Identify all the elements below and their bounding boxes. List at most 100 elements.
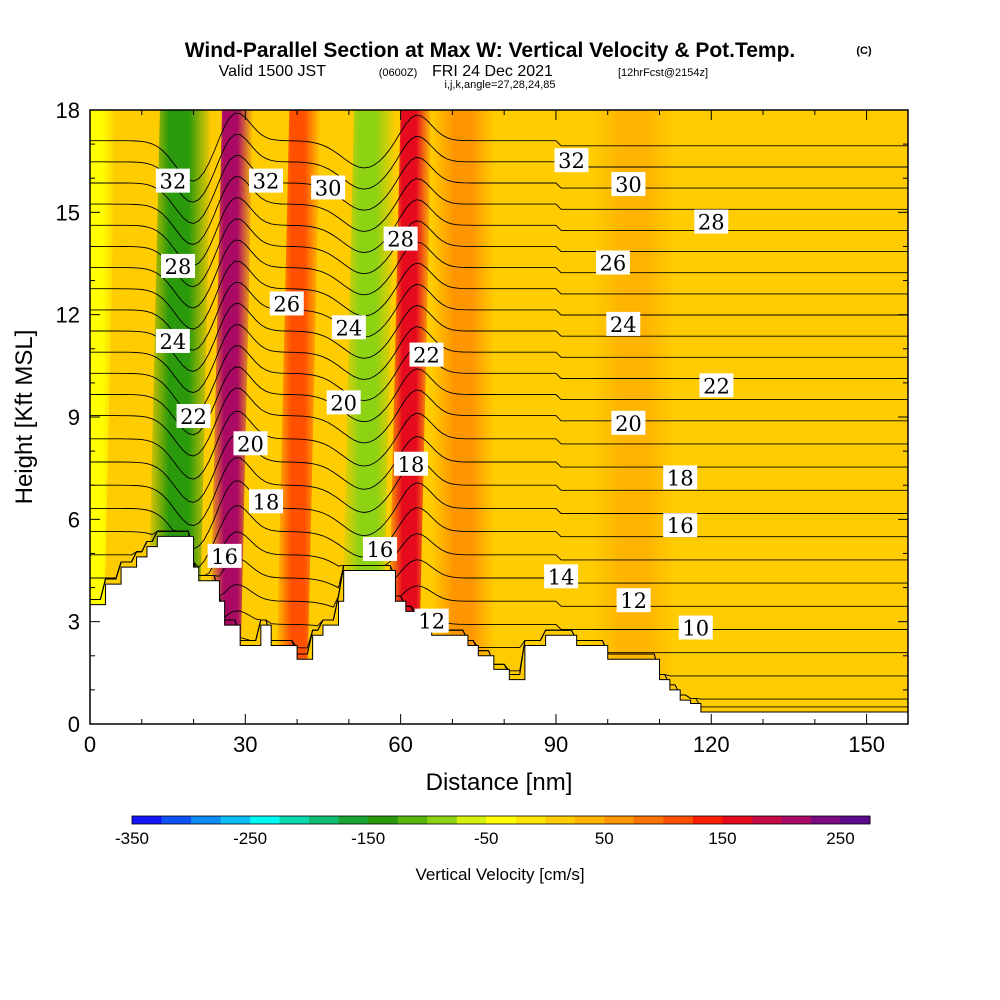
contour-label-text: 30 <box>615 173 642 197</box>
colorbar-swatch <box>751 816 782 824</box>
contour-label: 16 <box>362 537 397 562</box>
contour-label-box <box>269 291 304 316</box>
contour-label: 24 <box>155 328 190 354</box>
contour-label-text: 24 <box>335 316 362 340</box>
colorbar-swatch <box>456 816 487 824</box>
contour-label: 18 <box>393 451 428 477</box>
contour-label-text: 30 <box>315 176 342 200</box>
contour-label-box <box>409 342 444 367</box>
contour-labels: 32 28 24 22 20 18 16 32 30 28 26 24 22 20 18 16 12 14 12 10… <box>155 148 734 640</box>
x-tick-label: 150 <box>848 732 885 757</box>
isentrope-line <box>90 218 908 288</box>
colorbar-label: 150 <box>708 829 736 848</box>
y-tick-label: 9 <box>68 405 80 430</box>
potential-temperature-contours <box>90 112 908 708</box>
contour-label-box <box>233 431 268 456</box>
isentrope-line <box>90 260 908 330</box>
contour-label: 22 <box>176 404 211 429</box>
contour-label-text: 10 <box>682 616 709 640</box>
contour-label-text: 20 <box>237 432 264 456</box>
x-tick-label: 60 <box>388 732 412 757</box>
isentrope-line <box>90 281 908 351</box>
colorbar-swatch <box>515 816 546 824</box>
contour-label: 20 <box>233 431 268 456</box>
isentrope-line <box>90 366 908 436</box>
contour-label-box <box>249 489 284 514</box>
x-axis: 0 30 60 90 120 150 <box>84 110 885 757</box>
isentrope-line <box>90 387 908 457</box>
contour-label-box <box>161 253 196 278</box>
isentrope-line <box>90 434 908 503</box>
contour-label-box <box>595 250 630 275</box>
contour-label-text: 26 <box>273 292 300 316</box>
colorbar-swatch <box>397 816 428 824</box>
isentrope-line <box>90 303 908 372</box>
contour-label: 20 <box>326 390 361 415</box>
contour-label: 12 <box>616 588 651 613</box>
isentrope-line <box>90 197 908 267</box>
colorbar-swatch <box>250 816 281 824</box>
contour-label-box <box>383 226 418 251</box>
contour-label: 18 <box>249 489 284 514</box>
grid-indices: i,j,k,angle=27,28,24,85 <box>444 79 555 91</box>
contour-label-text: 28 <box>698 211 725 235</box>
contour-label-text: 32 <box>159 170 186 194</box>
isentrope-line <box>90 176 908 245</box>
chart-title: Wind-Parallel Section at Max W: Vertical… <box>185 39 796 62</box>
isentrope-line <box>90 345 908 415</box>
contour-label-text: 26 <box>600 252 627 276</box>
isentrope-line <box>90 530 908 654</box>
isentrope-line <box>90 155 908 224</box>
contour-label-box <box>554 148 589 173</box>
contour-label-box <box>611 410 646 435</box>
contour-label-box <box>331 315 366 340</box>
colorbar-swatch <box>692 816 723 824</box>
x-tick-label: 120 <box>693 732 730 757</box>
colorbar-swatch <box>633 816 664 824</box>
velocity-band <box>275 110 321 724</box>
isentrope-line <box>90 530 908 577</box>
contour-label: 30 <box>611 172 646 197</box>
colorbar-label: -150 <box>351 829 385 848</box>
contour-label-box <box>663 465 698 490</box>
contour-label-box <box>311 175 346 200</box>
colorbar-swatch <box>132 816 163 824</box>
isentrope-line <box>90 505 908 568</box>
x-tick-label: 90 <box>544 732 568 757</box>
colorbar-label: -350 <box>115 829 149 848</box>
y-tick-label: 0 <box>68 712 80 737</box>
copyright-mark: (C) <box>856 45 872 57</box>
colorbar-title: Vertical Velocity [cm/s] <box>415 865 584 884</box>
contour-label-text: 28 <box>165 255 192 279</box>
colorbar-swatch <box>279 816 310 824</box>
contour-label: 14 <box>544 564 579 589</box>
contour-label-text: 20 <box>330 391 357 415</box>
isentrope-line <box>90 480 908 550</box>
y-tick-label: 3 <box>68 610 80 635</box>
colorbar-label: -50 <box>474 829 499 848</box>
contour-label: 20 <box>611 410 646 436</box>
contour-label-box <box>699 373 734 398</box>
colorbar-swatch <box>722 816 753 824</box>
contour-label-text: 16 <box>667 514 694 538</box>
contour-label-text: 12 <box>418 610 445 634</box>
colorbar-swatch <box>368 816 399 824</box>
velocity-band <box>208 110 254 724</box>
contour-label-box <box>414 608 449 633</box>
contour-label: 18 <box>663 465 698 490</box>
contour-label-text: 18 <box>398 453 425 477</box>
velocity-band <box>431 110 494 724</box>
colorbar-swatch <box>545 816 576 824</box>
colorbar-swatch <box>338 816 369 824</box>
contour-label: 24 <box>331 315 366 340</box>
contour-label-text: 24 <box>159 330 186 354</box>
isentrope-line <box>90 239 908 309</box>
contour-label: 22 <box>409 342 444 368</box>
contour-label-text: 32 <box>253 170 280 194</box>
valid-utc: (0600Z) <box>379 67 418 79</box>
contour-label-box <box>393 451 428 476</box>
colorbar-swatch <box>309 816 340 824</box>
colorbar-swatch <box>781 816 812 824</box>
x-tick-label: 30 <box>233 732 257 757</box>
